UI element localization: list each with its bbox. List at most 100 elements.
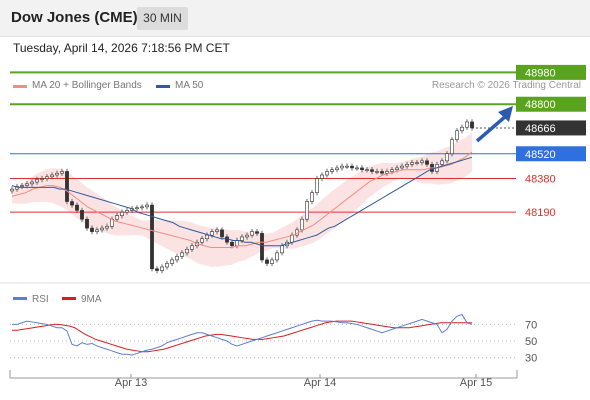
candle-body xyxy=(350,165,354,169)
timestamp: Tuesday, April 14, 2026 7:18:56 PM CET xyxy=(13,41,230,55)
rsi-line xyxy=(12,313,473,356)
candle-body xyxy=(35,179,39,183)
candle-body xyxy=(190,245,194,250)
candle-body xyxy=(315,178,319,193)
candle-body xyxy=(445,153,449,162)
candle-body xyxy=(400,165,404,169)
candle-body xyxy=(275,252,279,261)
candle-body xyxy=(365,169,369,171)
indicator-lines xyxy=(11,151,473,249)
candle-body xyxy=(85,218,89,229)
candles xyxy=(10,119,474,274)
candle-body xyxy=(340,165,344,169)
candle-body xyxy=(115,215,119,220)
x-tick-label: Apr 13 xyxy=(115,377,147,389)
candle-body xyxy=(440,160,444,165)
interval-button[interactable]: 30 MIN xyxy=(137,7,188,30)
bollinger-legend-swatch xyxy=(13,85,27,88)
candle-body xyxy=(60,171,64,174)
candle-body xyxy=(395,167,399,170)
candle-body xyxy=(320,174,324,179)
bollinger-band-area xyxy=(12,132,472,267)
chart-header: Dow Jones (CME) 30 MIN xyxy=(0,0,590,37)
candle-body xyxy=(345,165,349,168)
candle-body xyxy=(50,174,54,178)
candle-body xyxy=(255,231,259,234)
price-tags: 48980 48800 48666 48520 48380 48190 xyxy=(516,64,586,219)
candle-body xyxy=(70,201,74,206)
level-label-48980: 48980 xyxy=(525,67,556,79)
rsi-axis-label-50: 50 xyxy=(525,336,537,348)
candle-body xyxy=(460,126,464,132)
candle-body xyxy=(220,229,224,238)
candle-body xyxy=(390,169,394,172)
candle-body xyxy=(240,236,244,241)
bollinger-bands xyxy=(12,132,472,267)
candle-body xyxy=(375,171,379,173)
candle-body xyxy=(455,130,459,140)
time-axis: Apr 13 Apr 14 Apr 15 xyxy=(9,370,518,389)
level-tag-48520 xyxy=(516,146,586,162)
candle-body xyxy=(235,240,239,247)
candle-body xyxy=(95,229,99,232)
ma20-line xyxy=(11,151,473,249)
candle-body xyxy=(45,176,49,179)
candle-body xyxy=(265,259,269,264)
candle-body xyxy=(165,263,169,268)
candle-body xyxy=(270,259,274,264)
candle-body xyxy=(40,178,44,180)
candle-body xyxy=(140,206,144,209)
candle-body xyxy=(380,171,384,174)
ma50-line xyxy=(11,156,473,247)
candle-body xyxy=(205,234,209,239)
candle-body xyxy=(470,121,474,129)
candle-body xyxy=(185,249,189,254)
credit-text: Research © 2026 Trading Central xyxy=(431,80,581,91)
candle-body xyxy=(420,160,424,163)
level-label-48380: 48380 xyxy=(525,174,556,186)
candle-body xyxy=(330,169,334,172)
candle-body xyxy=(180,252,184,257)
candle-body xyxy=(415,162,419,164)
candle-body xyxy=(120,211,124,216)
candle-body xyxy=(305,201,309,220)
candle-body xyxy=(360,167,364,170)
candle-body xyxy=(125,210,129,213)
level-label-48520: 48520 xyxy=(525,149,556,161)
candle-body xyxy=(245,234,249,238)
candle-body xyxy=(210,231,214,236)
level-tag-48980 xyxy=(516,64,586,80)
candle-body xyxy=(150,204,154,270)
candle-body xyxy=(90,227,94,232)
candle-body xyxy=(160,266,164,271)
level-label-48666: 48666 xyxy=(525,123,556,135)
level-tag-48666 xyxy=(516,120,586,136)
candle-body xyxy=(225,236,229,243)
candle-body xyxy=(335,167,339,170)
candle-body xyxy=(250,231,254,236)
candle-body xyxy=(385,171,389,174)
rsi-panel: RSI 9MA 70 50 30 xyxy=(0,282,590,365)
candle-body xyxy=(65,171,69,202)
candle-body xyxy=(10,188,14,192)
candle-body xyxy=(175,256,179,261)
ma9-legend-swatch xyxy=(62,297,76,300)
candle-body xyxy=(100,227,104,231)
candle-body xyxy=(80,210,84,220)
candle-body xyxy=(30,181,34,185)
candle-body xyxy=(105,226,109,229)
candle-body xyxy=(355,167,359,170)
candle-body xyxy=(370,169,374,172)
candle-body xyxy=(280,245,284,254)
ma50-legend-swatch xyxy=(156,85,170,88)
candle-body xyxy=(260,233,264,261)
instrument-title: Dow Jones (CME) xyxy=(11,9,138,26)
trend-arrow-shaft xyxy=(475,114,508,143)
candle-body xyxy=(450,139,454,155)
candle-body xyxy=(170,259,174,264)
candle-body xyxy=(155,268,159,271)
candle-body xyxy=(410,162,414,165)
candle-body xyxy=(215,229,219,232)
rsi-legend-swatch xyxy=(13,297,27,300)
